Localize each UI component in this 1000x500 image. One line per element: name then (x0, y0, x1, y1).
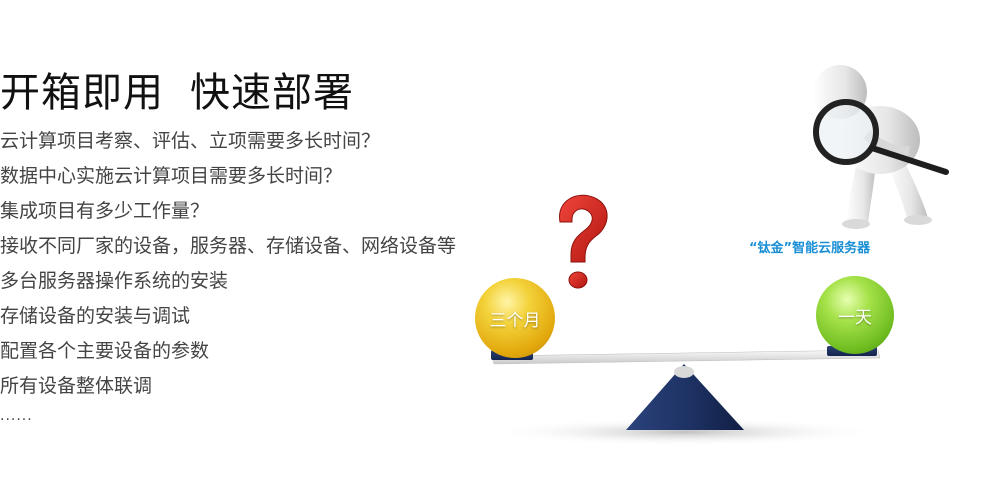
list-item: 所有设备整体联调 (0, 375, 153, 397)
left-ball-label: 三个月 (489, 310, 541, 331)
headline-part1: 开箱即用 (0, 70, 164, 116)
right-ball-label: 一天 (838, 307, 872, 328)
seesaw-illustration (490, 65, 949, 446)
product-label: “钛金”智能云服务器 (749, 241, 871, 256)
ground-shadow (490, 418, 880, 446)
magnifier-figure-icon (813, 65, 949, 229)
one-day-ball: 一天 (816, 276, 894, 354)
list-item: 多台服务器操作系统的安装 (0, 270, 229, 292)
three-months-ball: 三个月 (475, 278, 555, 358)
seesaw-icon (491, 349, 881, 430)
headline: 开箱即用 快速部署 (0, 60, 354, 118)
question-list: 云计算项目考察、评估、立项需要多长时间？ 数据中心实施云计算项目需要多长时间？ … (0, 124, 456, 404)
list-item: 云计算项目考察、评估、立项需要多长时间？ (0, 130, 381, 152)
list-item: 配置各个主要设备的参数 (0, 340, 210, 362)
list-item: 接收不同厂家的设备，服务器、存储设备、网络设备等 (0, 235, 457, 257)
ellipsis: ...... (0, 408, 33, 424)
list-item: 集成项目有多少工作量？ (0, 200, 210, 222)
question-mark-icon (559, 194, 608, 289)
list-item: 存储设备的安装与调试 (0, 305, 191, 327)
list-item: 数据中心实施云计算项目需要多长时间？ (0, 165, 343, 187)
headline-part2: 快速部署 (190, 70, 354, 116)
